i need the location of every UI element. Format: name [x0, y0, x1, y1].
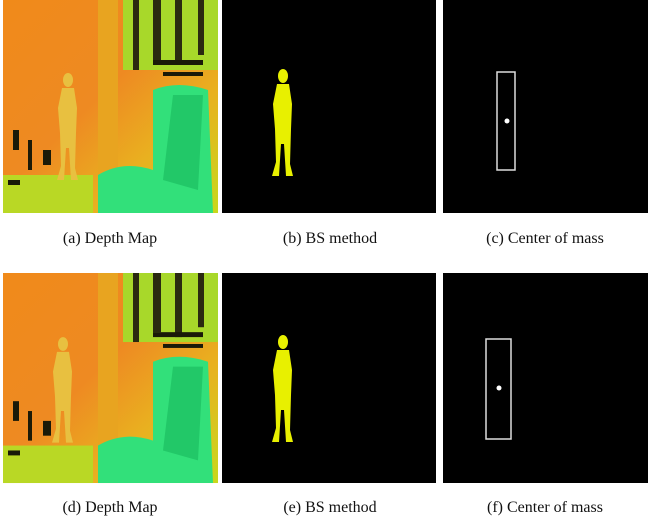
center-image: [443, 273, 648, 483]
bs-image: [222, 0, 436, 213]
depth-map-image: [3, 0, 218, 213]
caption: (d) Depth Map: [62, 499, 157, 516]
figure: (a) Depth Map (b) BS method (c) Center o…: [0, 0, 649, 521]
depth-map-image: [3, 273, 218, 483]
caption: (a) Depth Map: [63, 230, 157, 247]
caption: (b) BS method: [283, 230, 377, 247]
caption: (c) Center of mass: [486, 230, 604, 247]
bs-image: [222, 273, 436, 483]
caption: (e) BS method: [283, 499, 376, 516]
page: (a) Depth Map (b) BS method (c) Center o…: [0, 0, 649, 521]
center-image: [443, 0, 648, 213]
caption: (f) Center of mass: [487, 499, 603, 516]
